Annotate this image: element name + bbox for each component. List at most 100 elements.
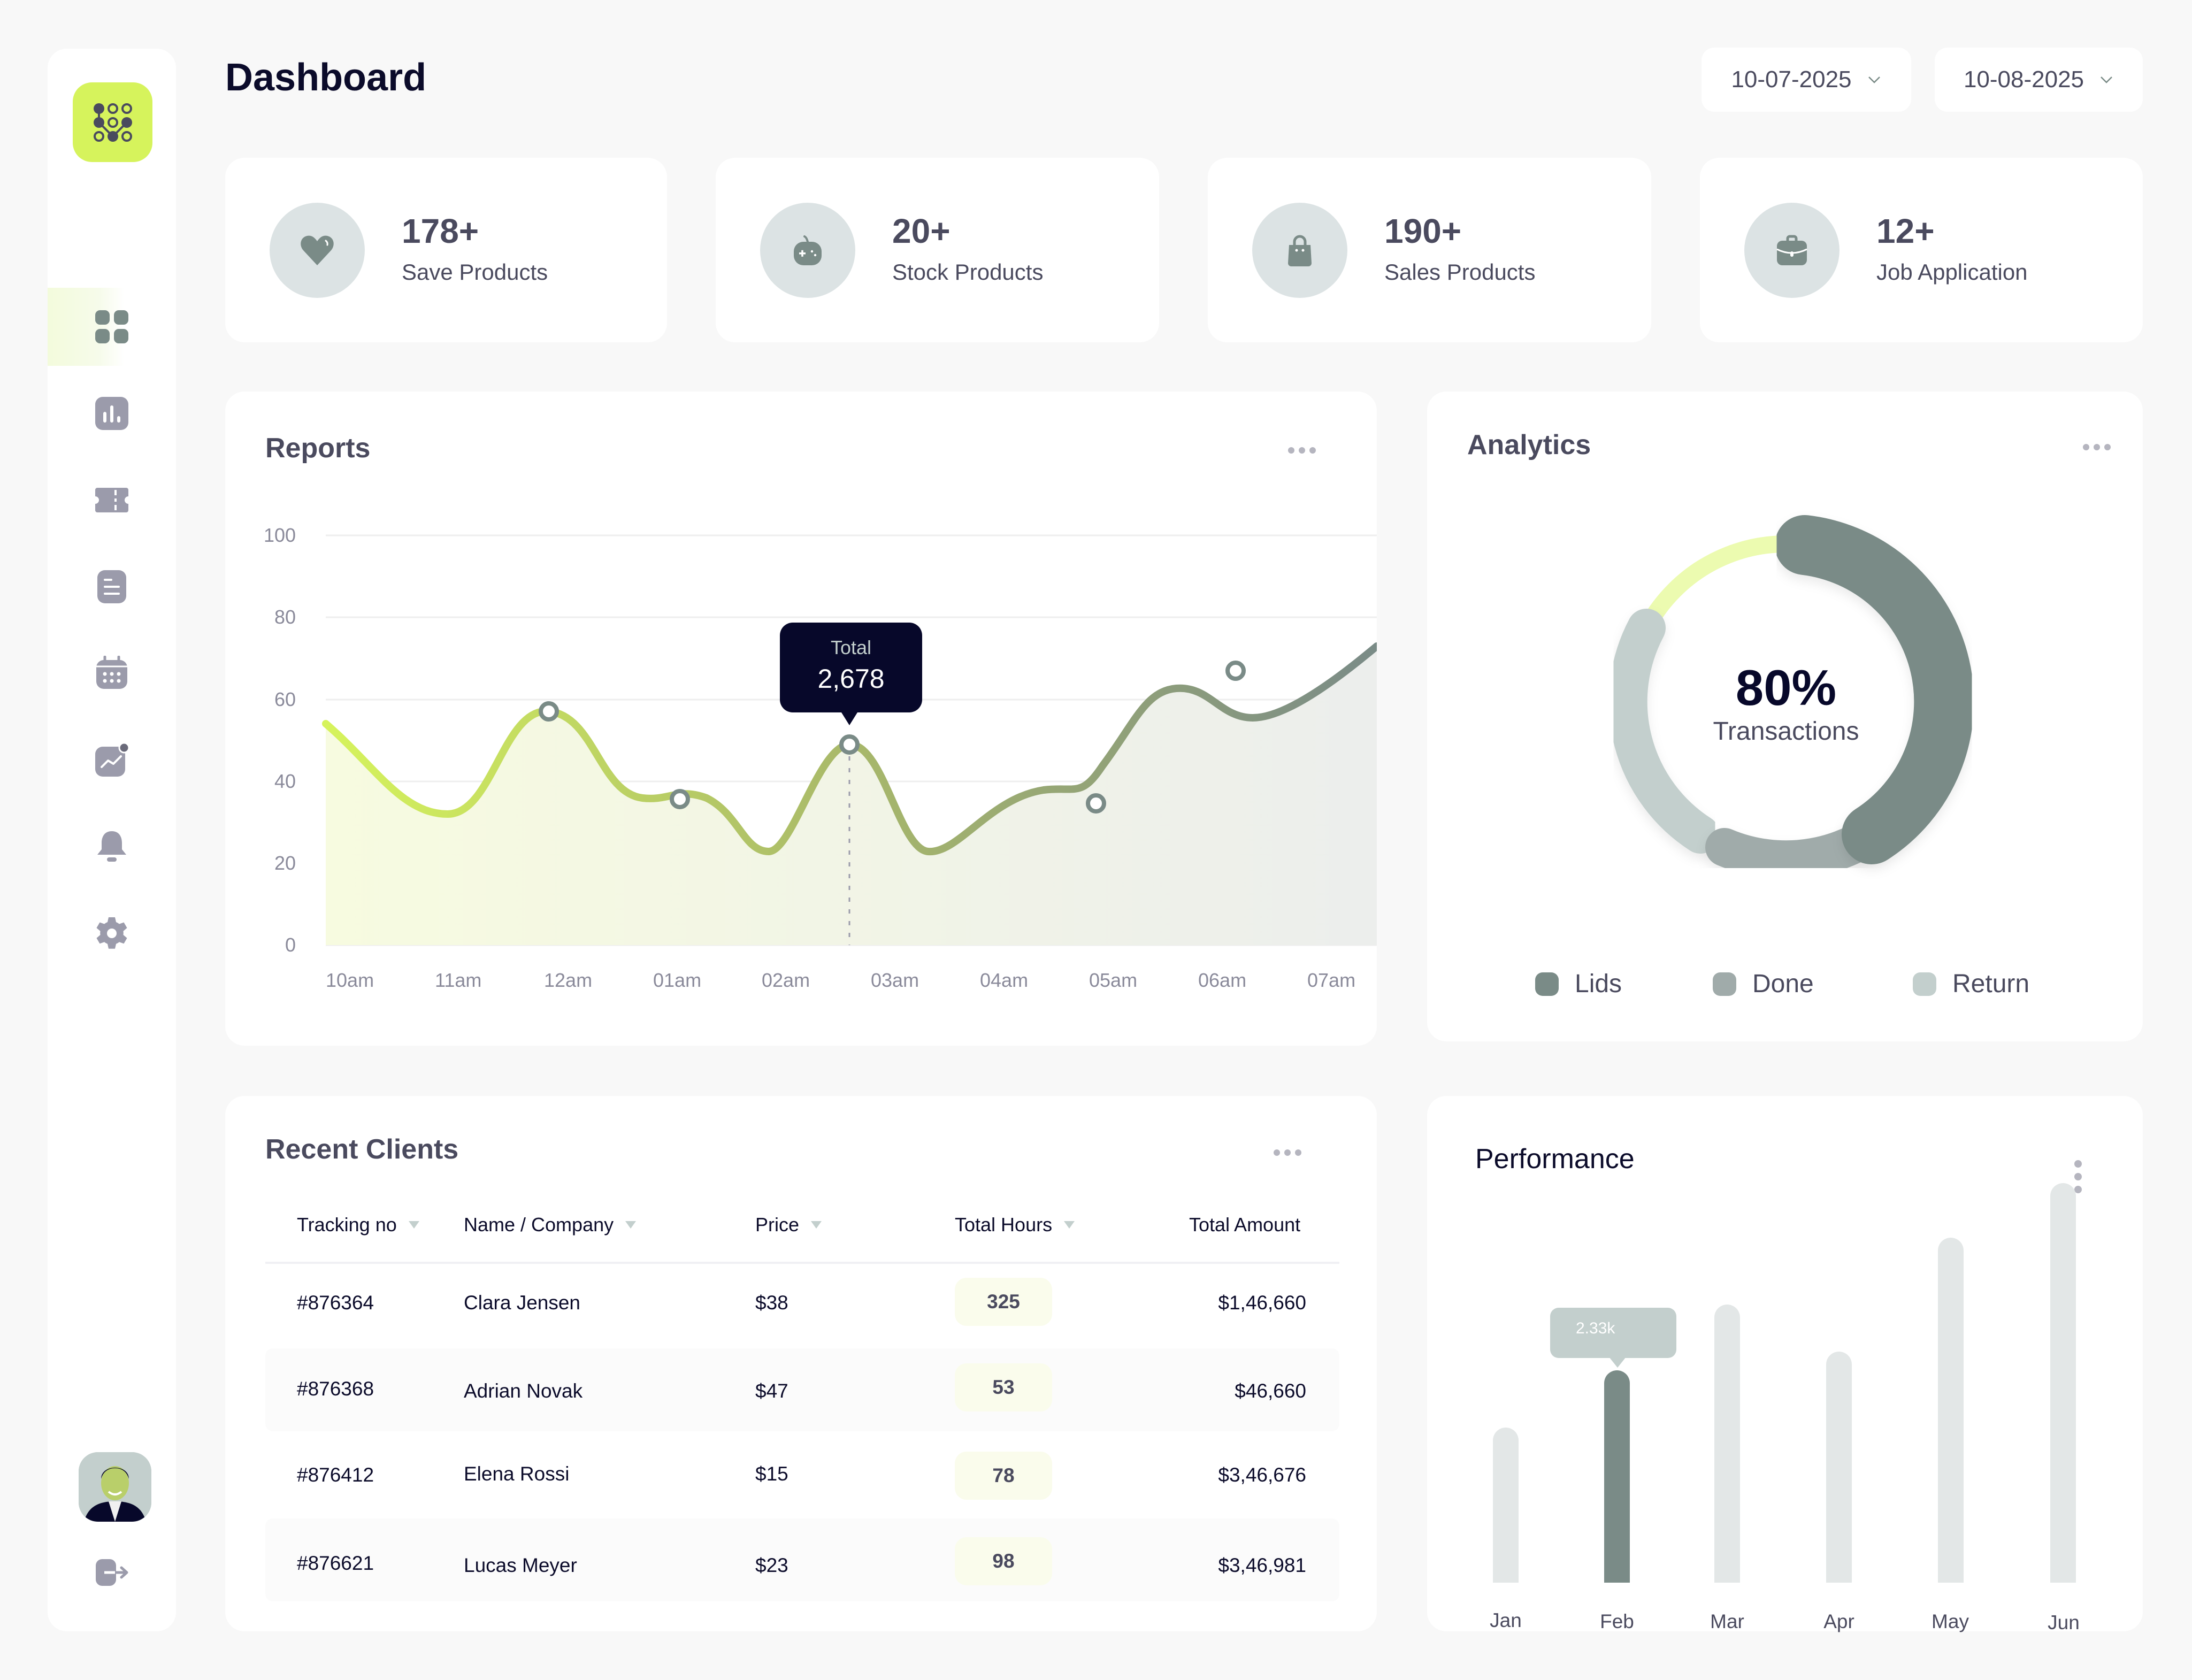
legend-label: Lids <box>1575 970 1622 998</box>
bar-apr[interactable] <box>1826 1352 1852 1583</box>
x-tick: 12am <box>544 969 593 991</box>
month-label: Apr <box>1823 1610 1854 1632</box>
stat-card-job-application[interactable]: 12+ Job Application <box>1700 158 2143 342</box>
column-header-tracking[interactable]: Tracking no <box>297 1214 419 1236</box>
page-title: Dashboard <box>225 56 427 99</box>
bar-feb[interactable] <box>1604 1370 1630 1583</box>
data-point-marker[interactable] <box>1086 793 1106 814</box>
sidebar-item-dashboard[interactable] <box>48 288 176 366</box>
performance-more-button[interactable] <box>2074 1160 2082 1193</box>
bar-jun[interactable] <box>2050 1183 2076 1583</box>
legend-label: Done <box>1752 970 1814 998</box>
legend-swatch <box>1913 972 1936 996</box>
analytics-donut-chart[interactable] <box>1427 392 2143 1041</box>
logout-button[interactable] <box>95 1555 130 1590</box>
column-header-hours[interactable]: Total Hours <box>955 1214 1075 1236</box>
data-point-marker[interactable] <box>670 789 690 809</box>
trend-chart-icon <box>95 742 129 777</box>
sort-caret-icon[interactable] <box>408 1221 419 1229</box>
legend-item-lids[interactable]: Lids <box>1535 969 1622 999</box>
cell-name: Lucas Meyer <box>464 1554 577 1576</box>
user-portrait-icon <box>79 1452 151 1522</box>
table-row[interactable] <box>265 1518 1339 1601</box>
cell-amount: $46,660 <box>1235 1380 1306 1402</box>
cell-name: Clara Jensen <box>464 1292 581 1314</box>
app-logo[interactable] <box>73 82 152 162</box>
reports-line-chart[interactable] <box>225 392 1377 1046</box>
column-header-label: Name / Company <box>464 1214 614 1236</box>
data-point-marker[interactable] <box>1225 661 1246 681</box>
user-avatar[interactable] <box>79 1452 151 1522</box>
sidebar-item-notifications[interactable] <box>48 808 176 886</box>
data-point-marker[interactable] <box>839 734 860 755</box>
stat-value: 190+ <box>1384 212 1462 250</box>
x-tick: 07am <box>1307 969 1356 991</box>
x-tick: 05am <box>1089 969 1138 991</box>
date-to-value: 10-08-2025 <box>1963 66 2084 93</box>
sidebar-item-tickets[interactable] <box>48 461 176 539</box>
column-header-price[interactable]: Price <box>755 1214 822 1236</box>
cell-tracking: #876364 <box>297 1292 374 1314</box>
month-label: Jan <box>1490 1609 1522 1631</box>
cell-amount: $3,46,676 <box>1218 1464 1306 1486</box>
dot-icon <box>2104 444 2111 450</box>
legend-label: Return <box>1952 970 2030 998</box>
table-row[interactable] <box>265 1348 1339 1431</box>
stat-icon-circle <box>270 203 365 298</box>
bar-jan[interactable] <box>1493 1428 1519 1583</box>
grid-icon <box>95 310 128 343</box>
dot-icon <box>2074 1160 2082 1168</box>
legend-item-done[interactable]: Done <box>1713 969 1814 999</box>
column-header-amount[interactable]: Total Amount <box>1189 1214 1300 1236</box>
bar-mar[interactable] <box>1714 1305 1740 1583</box>
reports-more-button[interactable] <box>1288 447 1316 454</box>
month-label: Feb <box>1600 1610 1634 1632</box>
stat-icon-circle <box>760 203 855 298</box>
cell-price: $47 <box>755 1380 788 1402</box>
sort-caret-icon[interactable] <box>625 1221 637 1229</box>
month-label: May <box>1932 1610 1969 1632</box>
analytics-more-button[interactable] <box>2083 444 2111 450</box>
data-point-marker[interactable] <box>539 701 559 722</box>
gamepad-icon <box>794 235 822 265</box>
dot-icon <box>2094 444 2100 450</box>
recent-clients-title: Recent Clients <box>265 1134 459 1165</box>
date-to-picker[interactable]: 10-08-2025 <box>1935 48 2143 112</box>
stat-icon-circle <box>1252 203 1347 298</box>
legend-swatch <box>1535 972 1559 996</box>
cell-hours-pill: 53 <box>955 1363 1052 1411</box>
date-from-picker[interactable]: 10-07-2025 <box>1702 48 1911 112</box>
analytics-center-label: Transactions <box>1713 717 1859 746</box>
cell-amount: $1,46,660 <box>1218 1292 1306 1314</box>
dot-icon <box>2074 1173 2082 1180</box>
cell-amount: $3,46,981 <box>1218 1554 1306 1576</box>
cell-hours-pill: 325 <box>955 1278 1052 1326</box>
sidebar-item-calendar[interactable] <box>48 634 176 712</box>
stat-card-stock-products[interactable]: 20+ Stock Products <box>716 158 1159 342</box>
analytics-card: Analytics 80% Transactions Lids Done Ret… <box>1427 392 2143 1041</box>
sidebar-item-settings[interactable] <box>48 894 176 972</box>
y-tick: 20 <box>274 852 296 874</box>
analytics-title: Analytics <box>1467 429 1591 461</box>
stat-label: Save Products <box>402 259 548 285</box>
sort-caret-icon[interactable] <box>811 1221 822 1229</box>
stat-card-save-products[interactable]: 178+ Save Products <box>225 158 667 342</box>
x-tick: 11am <box>435 969 482 991</box>
stat-value: 178+ <box>402 212 479 250</box>
column-header-name[interactable]: Name / Company <box>464 1214 637 1236</box>
bar-may[interactable] <box>1938 1238 1964 1583</box>
dot-icon <box>2074 1186 2082 1193</box>
tooltip-label: Total <box>830 636 872 658</box>
x-tick: 02am <box>762 969 810 991</box>
recent-clients-more-button[interactable] <box>1274 1149 1301 1156</box>
stat-card-sales-products[interactable]: 190+ Sales Products <box>1208 158 1651 342</box>
sidebar-item-trends[interactable] <box>48 721 176 799</box>
legend-item-return[interactable]: Return <box>1913 969 2029 999</box>
logout-icon <box>96 1559 128 1586</box>
sort-caret-icon[interactable] <box>1064 1221 1075 1229</box>
sidebar-item-documents[interactable] <box>48 548 176 626</box>
briefcase-icon <box>1776 235 1807 265</box>
chevron-down-icon <box>2101 76 2112 83</box>
heart-icon <box>301 235 334 265</box>
sidebar-item-analytics[interactable] <box>48 374 176 452</box>
